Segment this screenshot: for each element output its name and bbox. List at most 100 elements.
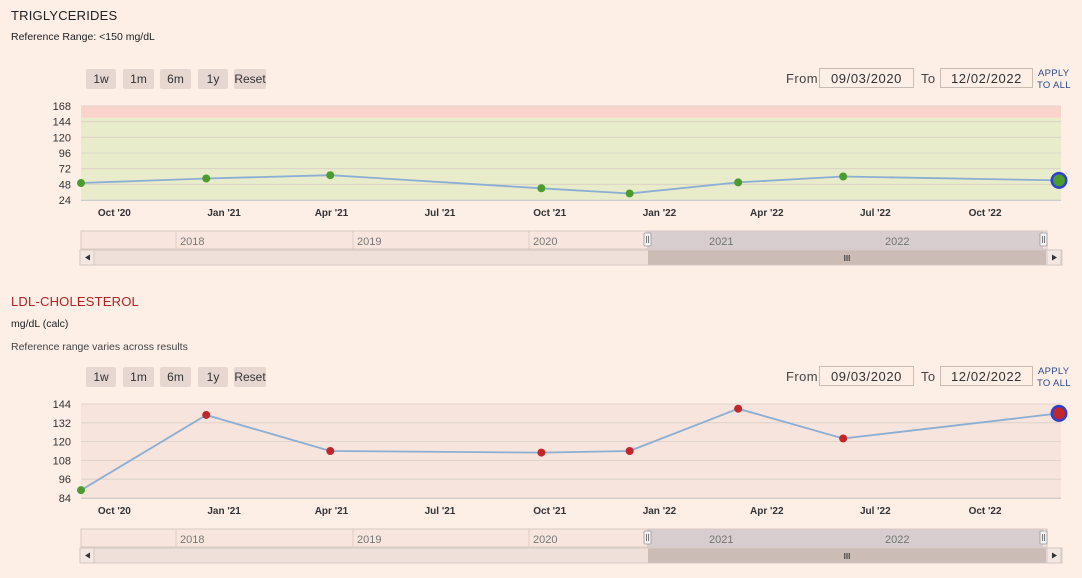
zoom-1m-button[interactable]: 1m bbox=[123, 69, 154, 89]
reference-band-varies bbox=[81, 404, 1061, 498]
apply-to-all-line2: TO ALL bbox=[1037, 80, 1071, 91]
data-point[interactable] bbox=[625, 189, 634, 198]
navigator-selection[interactable] bbox=[647, 231, 1043, 249]
from-label: From bbox=[786, 369, 818, 384]
x-tick-label: Oct '21 bbox=[533, 208, 566, 219]
arrow-right-icon bbox=[1052, 254, 1057, 261]
navigator-handle-right[interactable] bbox=[1039, 232, 1048, 247]
zoom-1y-button[interactable]: 1y bbox=[198, 69, 228, 89]
zoom-1w-button[interactable]: 1w bbox=[86, 367, 116, 387]
arrow-right-icon bbox=[1052, 552, 1057, 559]
data-point[interactable] bbox=[202, 410, 211, 419]
y-tick-label: 84 bbox=[59, 493, 71, 505]
to-label: To bbox=[921, 71, 936, 86]
zoom-6m-button[interactable]: 6m bbox=[160, 367, 191, 387]
apply-to-all-link[interactable]: APPLY TO ALL bbox=[1037, 68, 1071, 92]
data-point[interactable] bbox=[77, 486, 85, 495]
navigator-year-label: 2018 bbox=[180, 534, 204, 546]
x-tick-label: Apr '22 bbox=[750, 506, 784, 517]
data-point-latest[interactable] bbox=[1053, 407, 1065, 420]
units-text: mg/dL (calc) bbox=[11, 318, 69, 330]
reset-zoom-button[interactable]: Reset bbox=[234, 69, 266, 89]
from-date-input[interactable] bbox=[819, 68, 914, 88]
x-tick-label: Oct '21 bbox=[533, 506, 566, 517]
y-tick-label: 120 bbox=[53, 132, 71, 144]
navigator-year-label: 2019 bbox=[357, 236, 381, 248]
data-point[interactable] bbox=[625, 447, 634, 455]
apply-to-all-line2: TO ALL bbox=[1037, 378, 1071, 389]
ldl-cholesterol-panel: LDL-CHOLESTEROL mg/dL (calc) Reference r… bbox=[0, 288, 1082, 578]
x-tick-label: Jul '21 bbox=[425, 208, 456, 219]
y-tick-label: 144 bbox=[53, 117, 71, 129]
navigator-year-label: 2022 bbox=[885, 236, 909, 248]
series-line bbox=[80, 174, 1060, 195]
data-point[interactable] bbox=[734, 178, 743, 187]
navigator-year-label: 2020 bbox=[533, 534, 557, 546]
triglycerides-chart: 24 48 72 96 120 144 168 Oct '20 Jan '21 Apr '21 Ju… bbox=[53, 101, 1068, 266]
y-tick-label: 48 bbox=[59, 179, 71, 191]
from-label: From bbox=[786, 71, 818, 86]
data-point-latest[interactable] bbox=[1053, 174, 1065, 187]
x-tick-label: Jan '22 bbox=[643, 208, 677, 219]
x-tick-label: Jan '21 bbox=[207, 208, 241, 219]
apply-to-all-line1: APPLY bbox=[1038, 366, 1070, 377]
zoom-1w-button[interactable]: 1w bbox=[86, 69, 116, 89]
y-tick-label: 168 bbox=[53, 101, 71, 113]
x-tick-label: Apr '21 bbox=[315, 506, 349, 517]
arrow-left-icon bbox=[85, 552, 90, 559]
reference-band-normal bbox=[81, 117, 1061, 200]
panel-title: LDL-CHOLESTEROL bbox=[11, 294, 139, 309]
data-point[interactable] bbox=[202, 174, 211, 183]
data-point[interactable] bbox=[734, 404, 743, 413]
x-tick-label: Jul '21 bbox=[425, 506, 456, 517]
to-date-input[interactable] bbox=[940, 366, 1033, 386]
navigator-year-label: 2018 bbox=[180, 236, 204, 248]
x-tick-label: Oct '22 bbox=[969, 506, 1002, 517]
x-tick-label: Jan '21 bbox=[207, 506, 241, 517]
data-point[interactable] bbox=[77, 179, 85, 188]
navigator-year-label: 2021 bbox=[709, 236, 733, 248]
data-point[interactable] bbox=[839, 172, 848, 181]
reference-band-high bbox=[81, 106, 1061, 118]
zoom-1y-button[interactable]: 1y bbox=[198, 367, 228, 387]
series-line bbox=[80, 407, 1060, 491]
navigator-selection[interactable] bbox=[647, 529, 1043, 547]
zoom-6m-button[interactable]: 6m bbox=[160, 69, 191, 89]
scrollbar-grip: III bbox=[844, 552, 851, 561]
apply-to-all-line1: APPLY bbox=[1038, 68, 1070, 79]
ldl-cholesterol-chart: 84 96 108 120 132 144 Oct '20 Jan '21 Apr '21 Jul… bbox=[53, 399, 1068, 564]
from-date-input[interactable] bbox=[819, 366, 914, 386]
scrollbar-thumb[interactable] bbox=[648, 548, 1046, 563]
navigator-handle-left[interactable] bbox=[643, 530, 652, 545]
navigator-year-label: 2021 bbox=[709, 534, 733, 546]
x-tick-label: Apr '22 bbox=[750, 208, 784, 219]
x-tick-label: Oct '20 bbox=[98, 506, 131, 517]
zoom-1m-button[interactable]: 1m bbox=[123, 367, 154, 387]
data-point[interactable] bbox=[537, 184, 546, 193]
x-tick-label: Oct '20 bbox=[98, 208, 131, 219]
navigator-year-label: 2019 bbox=[357, 534, 381, 546]
reference-range-text: Reference Range: <150 mg/dL bbox=[11, 31, 155, 43]
to-date-input[interactable] bbox=[940, 68, 1033, 88]
scrollbar-grip: III bbox=[844, 254, 851, 263]
data-point[interactable] bbox=[326, 447, 335, 455]
data-point[interactable] bbox=[326, 171, 335, 180]
triglycerides-panel: TRIGLYCERIDES Reference Range: <150 mg/d… bbox=[0, 0, 1082, 270]
apply-to-all-link[interactable]: APPLY TO ALL bbox=[1037, 366, 1071, 390]
reference-range-note: Reference range varies across results bbox=[11, 341, 188, 353]
data-point[interactable] bbox=[839, 434, 848, 443]
y-tick-label: 72 bbox=[59, 164, 71, 176]
x-tick-label: Jul '22 bbox=[860, 506, 891, 517]
x-tick-label: Jul '22 bbox=[860, 208, 891, 219]
reset-zoom-button[interactable]: Reset bbox=[234, 367, 266, 387]
y-tick-label: 96 bbox=[59, 474, 71, 486]
scrollbar-thumb[interactable] bbox=[648, 250, 1046, 265]
navigator-handle-right[interactable] bbox=[1039, 530, 1048, 545]
data-point[interactable] bbox=[537, 448, 546, 457]
y-tick-label: 96 bbox=[59, 148, 71, 160]
y-tick-label: 108 bbox=[53, 455, 71, 467]
navigator-handle-left[interactable] bbox=[643, 232, 652, 247]
y-tick-label: 24 bbox=[59, 195, 71, 207]
navigator-year-label: 2022 bbox=[885, 534, 909, 546]
y-tick-label: 132 bbox=[53, 418, 71, 430]
